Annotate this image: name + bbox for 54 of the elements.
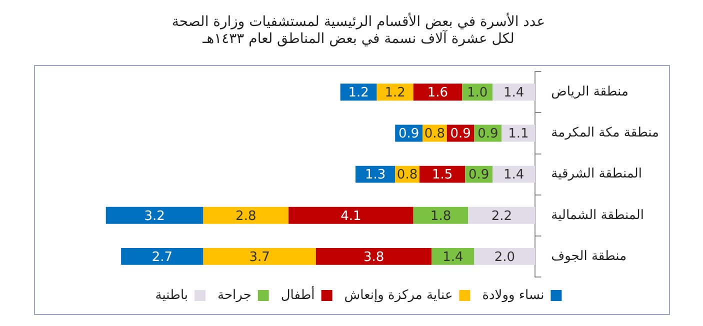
data-label: 4.1: [340, 208, 362, 224]
data-label: 0.8: [424, 126, 446, 142]
data-label: 1.5: [432, 168, 453, 183]
data-label: 1.3: [364, 168, 386, 183]
data-label: 3.8: [363, 250, 384, 265]
data-label: 3.2: [144, 208, 165, 224]
bar: [316, 248, 432, 265]
bar: [432, 248, 474, 265]
y-tick-label: منطقة مكة المكرمة: [551, 126, 660, 141]
data-label: 0.9: [468, 168, 490, 183]
legend-label: عناية مركزة وإنعاش: [344, 288, 453, 303]
y-tick-label: المنطقة الشمالية: [551, 208, 644, 223]
legend-label: نساء وولادة: [482, 288, 544, 303]
data-label: 1.0: [466, 86, 488, 101]
data-label: 2.7: [152, 250, 173, 265]
data-label: 2.0: [494, 250, 516, 265]
bar: [203, 248, 316, 265]
bar: [376, 84, 414, 101]
legend-label: باطنية: [155, 288, 188, 303]
bar: [468, 206, 536, 224]
bar: [413, 206, 468, 224]
data-label: 1.4: [442, 250, 464, 265]
data-label: 2.8: [236, 208, 256, 224]
legend-label: جراحة: [218, 288, 252, 303]
data-label: 1.2: [348, 86, 369, 101]
data-label: 1.6: [427, 86, 448, 101]
data-label: 1.4: [503, 168, 524, 183]
data-label: 1.2: [384, 86, 406, 101]
bar: [492, 166, 536, 183]
bar: [492, 84, 536, 101]
data-label: 1.1: [508, 126, 529, 142]
chart-title: عدد الأسرة في بعض الأقسام الرئيسية لمستشفيات وزارة الصحة لكل عشرة آلاف نسمة في بعض المناطق لعام ١٤٣٣هـ: [172, 12, 546, 47]
bar: [106, 206, 204, 224]
data-label: 0.8: [396, 168, 418, 183]
bar: [340, 84, 377, 101]
data-label: 1.8: [430, 208, 452, 224]
bar: [502, 124, 536, 142]
bar: [419, 166, 466, 183]
bar: [203, 206, 289, 224]
y-tick-label: منطقة الرياض: [551, 84, 628, 100]
y-tick-label: منطقة الجوف: [551, 248, 627, 264]
legend-label: أطفال: [280, 286, 315, 303]
data-label: 1.4: [503, 86, 524, 101]
y-tick-label: المنطقة الشرقية: [551, 166, 642, 182]
data-label: 0.9: [450, 126, 471, 142]
bar: [288, 206, 414, 224]
bar: [356, 166, 396, 183]
data-label: 0.9: [398, 126, 420, 142]
bar: [413, 84, 462, 101]
data-label: 2.2: [491, 208, 512, 224]
bar: [121, 248, 204, 265]
bar: [474, 248, 536, 265]
data-label: 0.9: [478, 126, 498, 142]
data-label: 3.7: [249, 250, 270, 265]
